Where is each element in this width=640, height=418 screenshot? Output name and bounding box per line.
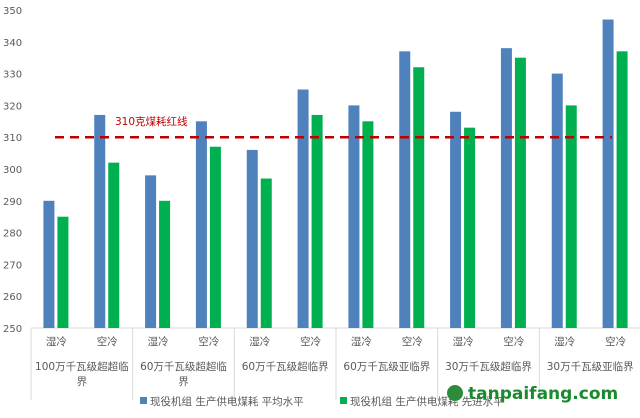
group-label: 30万千瓦级超临界 (445, 360, 532, 373)
bar-advanced (108, 162, 120, 328)
y-tick-label: 260 (3, 292, 22, 303)
subcategory-label: 空冷 (198, 335, 219, 348)
bar-average (145, 175, 157, 328)
bar-advanced (514, 57, 526, 328)
legend-swatch (140, 397, 147, 404)
y-tick-label: 270 (3, 260, 22, 271)
subcategory-label: 空冷 (300, 335, 321, 348)
bar-advanced (362, 121, 374, 328)
subcategory-label: 湿冷 (554, 335, 575, 348)
legend-label: 现役机组 生产供电煤耗 平均水平 (150, 395, 304, 408)
bar-average (399, 51, 411, 329)
bar-advanced (159, 200, 171, 328)
group-label: 界 (77, 376, 88, 388)
subcategory-label: 湿冷 (148, 335, 169, 348)
y-tick-label: 310 (3, 133, 22, 144)
bar-average (348, 105, 360, 329)
bar-advanced (209, 146, 221, 328)
bar-advanced (311, 114, 323, 328)
bar-average (500, 48, 512, 328)
group-label: 60万千瓦级超超临 (140, 360, 227, 373)
group-label: 60万千瓦级超临界 (242, 360, 329, 373)
watermark-text: tanpaifang.com (468, 384, 618, 404)
y-tick-label: 350 (3, 6, 22, 17)
subcategory-label: 湿冷 (249, 335, 270, 348)
y-tick-label: 280 (3, 229, 22, 240)
bar-average (43, 200, 55, 328)
subcategory-label: 湿冷 (46, 335, 67, 348)
watermark-logo (447, 385, 463, 401)
bar-advanced (413, 67, 425, 329)
subcategory-label: 空冷 (605, 335, 626, 348)
group-label: 60万千瓦级亚临界 (343, 360, 430, 373)
bar-advanced (260, 178, 272, 328)
group-label: 界 (178, 376, 189, 388)
bar-average (297, 89, 309, 328)
y-tick-label: 290 (3, 197, 22, 208)
y-tick-label: 320 (3, 101, 22, 112)
bar-average (450, 111, 462, 328)
bar-average (602, 19, 614, 328)
bar-advanced (464, 127, 476, 328)
subcategory-label: 湿冷 (351, 335, 372, 348)
bar-average (551, 73, 563, 328)
group-label: 100万千瓦级超超临 (35, 360, 129, 373)
legend-swatch (340, 397, 347, 404)
bar-advanced (616, 51, 628, 329)
y-tick-label: 300 (3, 165, 22, 176)
y-tick-label: 330 (3, 70, 22, 81)
bar-advanced (565, 105, 577, 329)
bar-average (94, 114, 106, 328)
bar-advanced (57, 216, 69, 328)
legend-label: 现役机组 生产供电煤耗 先进水平 (350, 395, 504, 408)
subcategory-label: 湿冷 (453, 335, 474, 348)
subcategory-label: 空冷 (97, 335, 118, 348)
reference-line-label: 310克煤耗红线 (115, 115, 188, 128)
y-tick-label: 250 (3, 324, 22, 335)
y-tick-label: 340 (3, 38, 22, 49)
subcategory-label: 空冷 (402, 335, 423, 348)
bar-average (246, 149, 258, 328)
group-label: 30万千瓦级亚临界 (547, 360, 634, 373)
bar-average (195, 121, 207, 328)
subcategory-label: 空冷 (503, 335, 524, 348)
